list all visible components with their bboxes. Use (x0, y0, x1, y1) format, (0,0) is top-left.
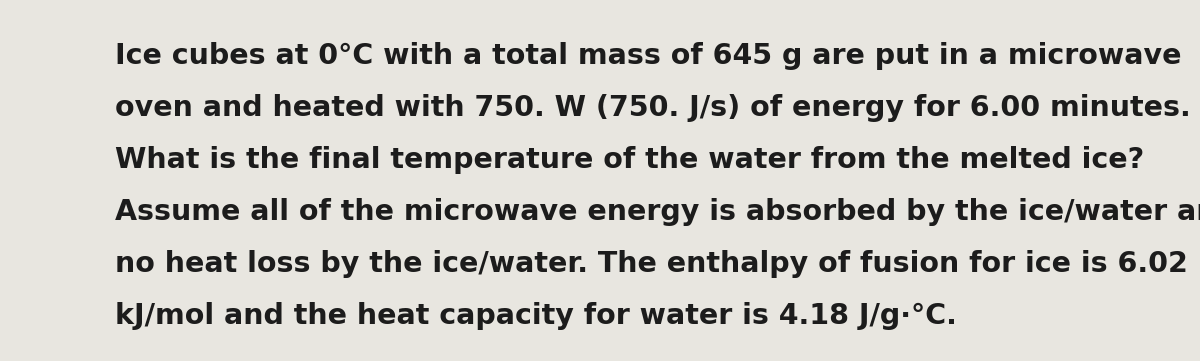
Text: no heat loss by the ice/water. The enthalpy of fusion for ice is 6.02: no heat loss by the ice/water. The entha… (115, 250, 1188, 278)
Text: oven and heated with 750. W (750. J/s) of energy for 6.00 minutes.: oven and heated with 750. W (750. J/s) o… (115, 94, 1190, 122)
Text: What is the final temperature of the water from the melted ice?: What is the final temperature of the wat… (115, 146, 1145, 174)
Text: Ice cubes at 0°C with a total mass of 645 g are put in a microwave: Ice cubes at 0°C with a total mass of 64… (115, 42, 1182, 70)
Text: kJ/mol and the heat capacity for water is 4.18 J/g·°C.: kJ/mol and the heat capacity for water i… (115, 302, 956, 330)
Text: Assume all of the microwave energy is absorbed by the ice/water and: Assume all of the microwave energy is ab… (115, 198, 1200, 226)
